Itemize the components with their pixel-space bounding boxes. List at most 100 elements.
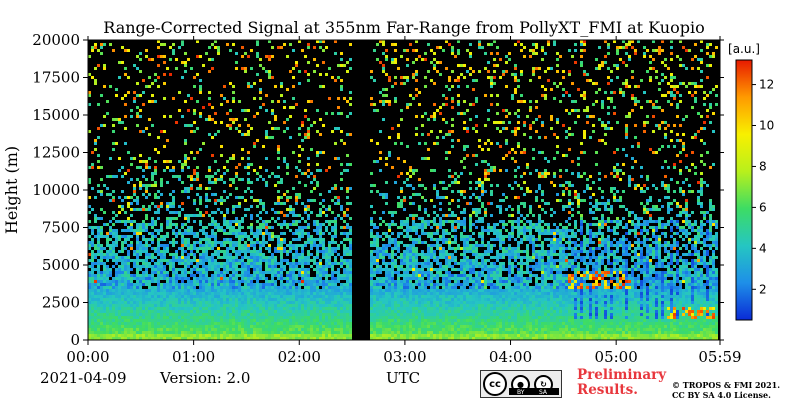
heatmap-cell [193, 157, 196, 160]
heatmap-cell [163, 169, 166, 172]
heatmap-cell [490, 256, 493, 259]
heatmap-cell [247, 157, 250, 160]
heatmap-cell [649, 247, 652, 250]
heatmap-cell [535, 253, 538, 256]
heatmap-cell [508, 268, 511, 271]
heatmap-cell [490, 79, 493, 82]
heatmap-cell [475, 196, 478, 199]
heatmap-cell [175, 232, 178, 235]
heatmap-cell [199, 112, 202, 115]
heatmap-cell [529, 241, 532, 244]
heatmap-cell [412, 223, 415, 226]
heatmap-cell [646, 244, 649, 247]
heatmap-cell [121, 61, 124, 64]
heatmap-cell [394, 82, 397, 85]
heatmap-cell [709, 214, 712, 217]
heatmap-cell [478, 40, 481, 43]
heatmap-cell [214, 238, 217, 241]
heatmap-cell [445, 133, 448, 136]
heatmap-cell [439, 208, 442, 211]
heatmap-cell [151, 124, 154, 127]
heatmap-cell [172, 277, 175, 280]
heatmap-cell [295, 247, 298, 250]
heatmap-cell [544, 172, 547, 175]
heatmap-cell [694, 55, 697, 58]
heatmap-cell [640, 232, 643, 235]
heatmap-cell [106, 259, 109, 262]
heatmap-cell [181, 241, 184, 244]
heatmap-cell [520, 220, 523, 223]
heatmap-cell [220, 226, 223, 229]
heatmap-cell [508, 250, 511, 253]
heatmap-cell [316, 229, 319, 232]
heatmap-cell [226, 238, 229, 241]
heatmap-cell [244, 250, 247, 253]
heatmap-cell [424, 112, 427, 115]
heatmap-cell [421, 58, 424, 61]
heatmap-cell [598, 208, 601, 211]
heatmap-cell [535, 244, 538, 247]
heatmap-cell [394, 58, 397, 61]
heatmap-cell [556, 265, 559, 268]
heatmap-cell [451, 199, 454, 202]
heatmap-cell [580, 214, 583, 217]
heatmap-cell [166, 181, 169, 184]
heatmap-cell [100, 193, 103, 196]
heatmap-cell [457, 79, 460, 82]
heatmap-cell [253, 265, 256, 268]
heatmap-cell [319, 193, 322, 196]
heatmap-cell [94, 220, 97, 223]
heatmap-cell [628, 112, 631, 115]
heatmap-cell [481, 184, 484, 187]
heatmap-cell [457, 103, 460, 106]
heatmap-cell [466, 70, 469, 73]
heatmap-cell [499, 205, 502, 208]
heatmap-cell [337, 271, 340, 274]
heatmap-cell [343, 97, 346, 100]
heatmap-cell [235, 244, 238, 247]
heatmap-cell [622, 253, 625, 256]
heatmap-cell [481, 226, 484, 229]
heatmap-cell [523, 133, 526, 136]
heatmap-cell [256, 178, 259, 181]
heatmap-cell [568, 49, 571, 52]
heatmap-cell [460, 220, 463, 223]
heatmap-cell [652, 130, 655, 133]
heatmap-cell [145, 178, 148, 181]
heatmap-cell [214, 160, 217, 163]
heatmap-cell [382, 88, 385, 91]
heatmap-cell [619, 271, 622, 274]
heatmap-cell [703, 103, 706, 106]
heatmap-cell [475, 181, 478, 184]
heatmap-cell [685, 166, 688, 169]
heatmap-cell [169, 211, 172, 214]
heatmap-cell [616, 175, 619, 178]
heatmap-cell [280, 274, 283, 277]
heatmap-cell [484, 208, 487, 211]
heatmap-cell [172, 49, 175, 52]
heatmap-cell [241, 250, 244, 253]
heatmap-cell [541, 271, 544, 274]
heatmap-cell [523, 181, 526, 184]
heatmap-cell [154, 79, 157, 82]
heatmap-cell [559, 250, 562, 253]
heatmap-cell [685, 211, 688, 214]
heatmap-cell [517, 271, 520, 274]
heatmap-cell [565, 109, 568, 112]
heatmap-cell [220, 145, 223, 148]
heatmap-cell [694, 238, 697, 241]
heatmap-cell [646, 268, 649, 271]
heatmap-cell [127, 217, 130, 220]
heatmap-cell [259, 166, 262, 169]
heatmap-cell [415, 274, 418, 277]
heatmap-cell [331, 76, 334, 79]
heatmap-cell [109, 85, 112, 88]
heatmap-cell [88, 181, 91, 184]
heatmap-cell [211, 181, 214, 184]
heatmap-cell [652, 40, 655, 43]
heatmap-cell [412, 244, 415, 247]
chart-title: Range-Corrected Signal at 355nm Far-Rang… [103, 18, 704, 37]
heatmap-cell [562, 250, 565, 253]
heatmap-cell [349, 259, 352, 262]
heatmap-cell [679, 235, 682, 238]
